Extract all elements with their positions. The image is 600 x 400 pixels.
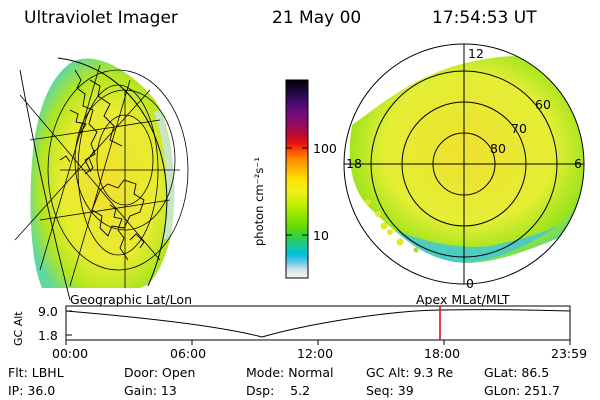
date-label: 21 May 00 [272,8,362,28]
timeline-left-title: Geographic Lat/Lon [70,292,192,307]
timeline-y-axis-label: GC Alt [12,311,25,346]
coastlines [59,69,145,261]
colorbar [286,80,308,278]
instrument-title: Ultraviolet Imager [24,8,178,28]
timeline-x-tick-0000: 00:00 [52,346,89,361]
timeline-x-tick-1800: 18:00 [424,346,461,361]
polar-plot [343,43,585,285]
status-filter: Flt: LBHL [8,365,64,380]
mlat-label-60: 60 [535,97,551,112]
colorbar-unit-label: photon cm⁻²s⁻¹ [252,157,266,246]
mlt-label-18: 18 [346,156,362,171]
timeline-y-tick-min: 1.8 [38,328,58,343]
status-glon: GLon: 251.7 [484,383,560,398]
status-dsp: Dsp: 5.2 [246,383,311,398]
timeline-x-tick-0600: 06:00 [170,346,207,361]
status-door: Door: Open [124,365,196,380]
altitude-curve [65,309,571,338]
mlt-label-0: 0 [466,276,474,291]
altitude-timeline [65,305,571,345]
geographic-image [14,57,189,301]
timeline-x-tick-2359: 23:59 [551,346,588,361]
status-gc-alt: GC Alt: 9.3 Re [366,365,454,380]
mlt-label-6: 6 [574,156,582,171]
status-seq: Seq: 39 [366,383,414,398]
mlt-label-12: 12 [468,46,484,61]
status-ip: IP: 36.0 [8,383,56,398]
status-mode: Mode: Normal [246,365,334,380]
colorbar-tick-10: 10 [313,228,329,243]
time-label: 17:54:53 UT [432,8,537,28]
colorbar-tick-100: 100 [313,141,337,156]
polar-auroral-emission [349,55,584,263]
timeline-y-tick-max: 9.0 [38,304,58,319]
status-gain: Gain: 13 [124,383,177,398]
mlat-label-70: 70 [511,121,527,136]
mlat-label-80: 80 [490,141,506,156]
geographic-auroral-emission [30,58,175,289]
timeline-right-title: Apex MLat/MLT [416,292,510,307]
timeline-x-tick-1200: 12:00 [297,346,334,361]
status-glat: GLat: 86.5 [484,365,550,380]
